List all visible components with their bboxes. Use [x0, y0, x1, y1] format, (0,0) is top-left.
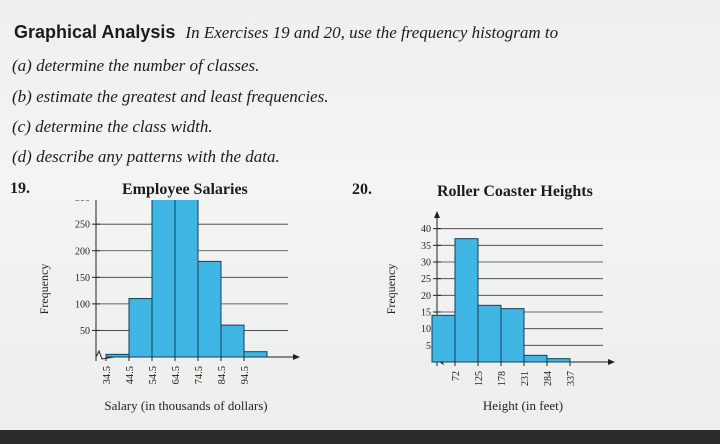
x-axis-arrow [608, 359, 615, 365]
item-b: (b) estimate the greatest and least freq… [12, 87, 329, 106]
y-axis-label: Frequency [384, 264, 398, 315]
exercise-19-number: 19. [10, 180, 30, 197]
y-tick-label: 50 [80, 326, 90, 337]
histogram-bar [174, 200, 199, 358]
x-tick-label: 84.5 [217, 366, 228, 384]
y-tick-label: 200 [75, 246, 90, 257]
item-a: (a) determine the number of classes. [12, 56, 260, 75]
instructions-text: In Exercises 19 and 20, use the frequenc… [185, 23, 559, 42]
chart-20-title: Roller Coaster Heights [437, 183, 593, 200]
chart-19-title: Employee Salaries [122, 181, 248, 198]
y-tick-label: 35 [421, 241, 431, 252]
histogram-bar [151, 200, 176, 358]
x-tick-label: 284 [543, 371, 554, 386]
histogram-bar [546, 358, 571, 363]
roller-coaster-heights-histogram: 5 10 15 20 25 30 35 40 72 125 178 231 284 337 Frequenc… [384, 211, 615, 413]
y-tick-label: 30 [421, 258, 431, 269]
employee-salaries-histogram: 50 100 150 200 250 300 34.5 44.5 54.5 64.5 74.5 84.… [37, 200, 300, 413]
y-tick-label: 250 [75, 220, 90, 231]
x-tick-label: 178 [497, 371, 508, 386]
x-tick-label: 54.5 [148, 366, 159, 384]
x-tick-label: 44.5 [125, 366, 136, 384]
x-tick-label: 337 [566, 371, 577, 386]
x-tick-label: 72 [451, 371, 462, 381]
histogram-bar [220, 324, 245, 358]
x-tick-label: 74.5 [194, 366, 205, 384]
item-c: (c) determine the class width. [12, 117, 213, 136]
histogram-bar [128, 298, 153, 358]
histogram-bar [454, 238, 479, 363]
histogram-bar [197, 260, 222, 358]
y-tick-label: 300 [75, 200, 90, 204]
x-tick-label: 231 [520, 371, 531, 386]
axis-break [95, 349, 115, 360]
x-axis-arrow [293, 354, 300, 360]
x-tick-label: 94.5 [240, 366, 251, 384]
page-edge [0, 430, 720, 444]
x-axis-label: Salary (in thousands of dollars) [104, 398, 267, 413]
y-tick-label: 25 [421, 274, 431, 285]
y-tick-label: 15 [421, 308, 431, 319]
exercise-heading: Graphical Analysis In Exercises 19 and 20… [14, 22, 558, 43]
x-tick-label: 64.5 [171, 366, 182, 384]
x-axis-label: Height (in feet) [483, 398, 563, 413]
x-tick-label: 34.5 [102, 366, 113, 384]
x-tick-label: 125 [474, 371, 485, 386]
y-tick-label: 150 [75, 273, 90, 284]
item-d: (d) describe any patterns with the data. [12, 147, 280, 166]
histogram-bar [105, 353, 130, 358]
y-axis-label: Frequency [37, 264, 51, 315]
histogram-bar [523, 354, 548, 363]
exercise-20-number: 20. [352, 181, 372, 198]
section-title: Graphical Analysis [14, 22, 176, 42]
y-axis-arrow [434, 211, 440, 218]
y-tick-label: 100 [75, 299, 90, 310]
y-tick-label: 10 [421, 324, 431, 335]
y-tick-label: 5 [426, 341, 431, 352]
y-tick-label: 40 [421, 224, 431, 235]
y-tick-label: 20 [421, 291, 431, 302]
histogram-bar [500, 308, 525, 363]
histogram-bar [243, 351, 268, 358]
histogram-bar [431, 314, 456, 363]
histogram-bar [477, 304, 502, 363]
